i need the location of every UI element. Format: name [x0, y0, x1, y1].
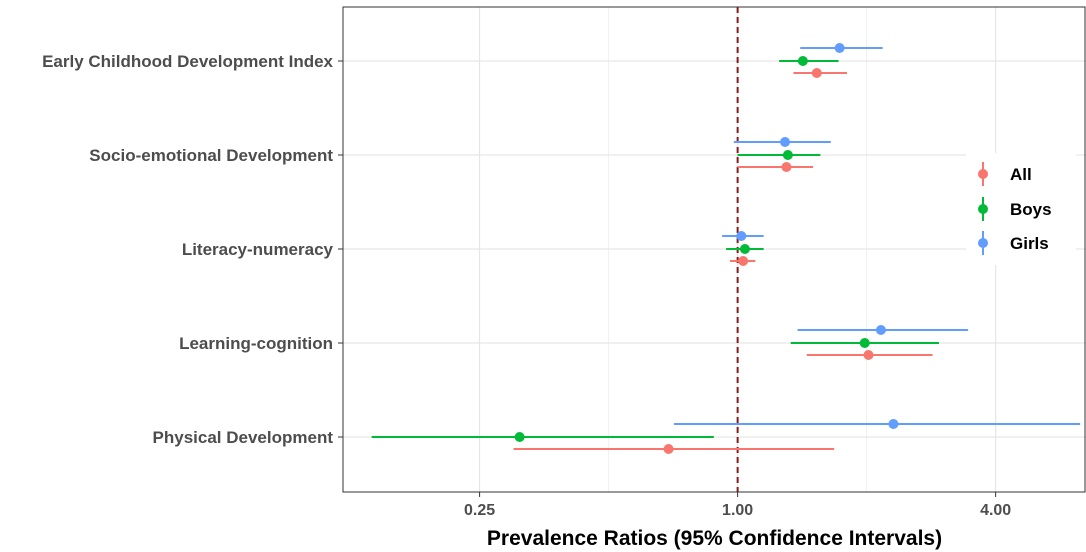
ci-mark-boys	[371, 432, 714, 442]
point-estimate	[736, 231, 747, 241]
ci-mark-boys	[790, 338, 939, 348]
point-estimate	[811, 68, 822, 78]
point-estimate	[514, 432, 525, 442]
ci-mark-boys	[779, 56, 839, 66]
category-label: Literacy-numeracy	[182, 240, 334, 259]
legend-item-girls: Girls	[978, 231, 1049, 255]
ci-mark-girls	[673, 419, 1081, 429]
x-tick-label: 0.25	[464, 502, 495, 519]
point-estimate	[780, 137, 791, 147]
x-tick-labels: 0.25 1.00 4.00	[464, 492, 1011, 519]
legend-label: All	[1010, 165, 1032, 184]
legend-item-boys: Boys	[978, 197, 1052, 221]
legend: All Boys Girls	[966, 153, 1076, 265]
x-tick-label: 4.00	[980, 502, 1011, 519]
ci-mark-girls	[797, 325, 969, 335]
legend-label: Boys	[1010, 200, 1052, 219]
point-estimate	[859, 338, 870, 348]
marks-layer	[371, 43, 1081, 454]
ci-mark-boys	[726, 244, 764, 254]
ci-mark-all	[793, 68, 848, 78]
point-estimate	[888, 419, 899, 429]
ci-mark-all	[806, 350, 933, 360]
point-estimate	[782, 150, 793, 160]
point-estimate	[863, 350, 874, 360]
ci-mark-all	[737, 162, 814, 172]
ci-mark-boys	[737, 150, 821, 160]
category-label: Early Childhood Development Index	[42, 52, 333, 71]
legend-key-point	[978, 204, 988, 214]
legend-key-point	[978, 238, 988, 248]
point-estimate	[834, 43, 845, 53]
point-estimate	[738, 256, 749, 266]
legend-item-all: All	[978, 162, 1032, 186]
point-estimate	[663, 444, 674, 454]
ci-mark-girls	[722, 231, 764, 241]
legend-key-point	[978, 169, 988, 179]
ci-mark-girls	[733, 137, 831, 147]
category-labels: Early Childhood Development Index Socio-e…	[42, 52, 343, 447]
ci-mark-all	[730, 256, 756, 266]
category-label: Physical Development	[153, 428, 334, 447]
category-label: Learning-cognition	[179, 334, 333, 353]
point-estimate	[781, 162, 792, 172]
point-estimate	[875, 325, 886, 335]
x-axis-title: Prevalence Ratios (95% Confidence Interv…	[487, 527, 942, 550]
category-label: Socio-emotional Development	[89, 146, 333, 165]
x-tick-label: 1.00	[722, 502, 753, 519]
ci-mark-all	[513, 444, 835, 454]
point-estimate	[797, 56, 808, 66]
ci-mark-girls	[800, 43, 883, 53]
legend-label: Girls	[1010, 234, 1049, 253]
point-estimate	[739, 244, 750, 254]
